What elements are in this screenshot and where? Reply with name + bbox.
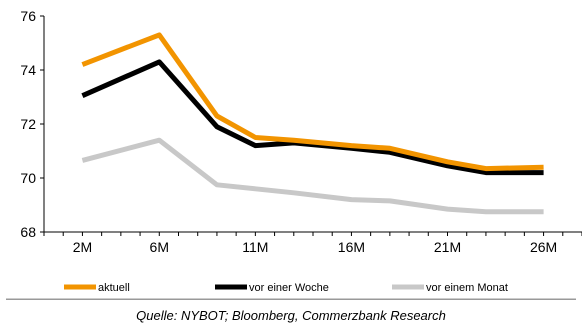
chart-series-lines xyxy=(81,32,544,215)
x-tick-label: 26M xyxy=(530,239,557,255)
line-chart: 68 70 72 74 76 2M 6M 11M 16M 21M 26M aktuell vor ei… xyxy=(6,8,582,300)
chart-axes: 68 70 72 74 76 2M 6M 11M 16M 21M 26M xyxy=(20,8,582,255)
legend-label: vor einem Monat xyxy=(426,282,508,294)
x-tick-label: 11M xyxy=(242,239,268,255)
x-tick-label: 6M xyxy=(150,239,169,255)
y-tick-label: 68 xyxy=(20,224,36,240)
series-line-vor-einem-monat xyxy=(81,137,544,215)
y-tick-label: 72 xyxy=(20,116,36,132)
x-tick-label: 2M xyxy=(73,239,92,255)
source-note: Quelle: NYBOT; Bloomberg, Commerzbank Re… xyxy=(136,308,446,323)
legend-label: aktuell xyxy=(98,282,130,294)
legend-label: vor einer Woche xyxy=(249,282,329,294)
series-line-aktuell xyxy=(81,32,544,172)
y-tick-label: 76 xyxy=(20,8,36,24)
x-tick-label: 21M xyxy=(434,239,461,255)
y-tick-label: 70 xyxy=(20,170,36,186)
x-tick-label: 16M xyxy=(338,239,365,255)
chart-legend: aktuell vor einer Woche vor einem Monat xyxy=(6,282,576,300)
series-line-vor-einer-woche xyxy=(81,59,544,176)
y-tick-label: 74 xyxy=(20,62,36,78)
